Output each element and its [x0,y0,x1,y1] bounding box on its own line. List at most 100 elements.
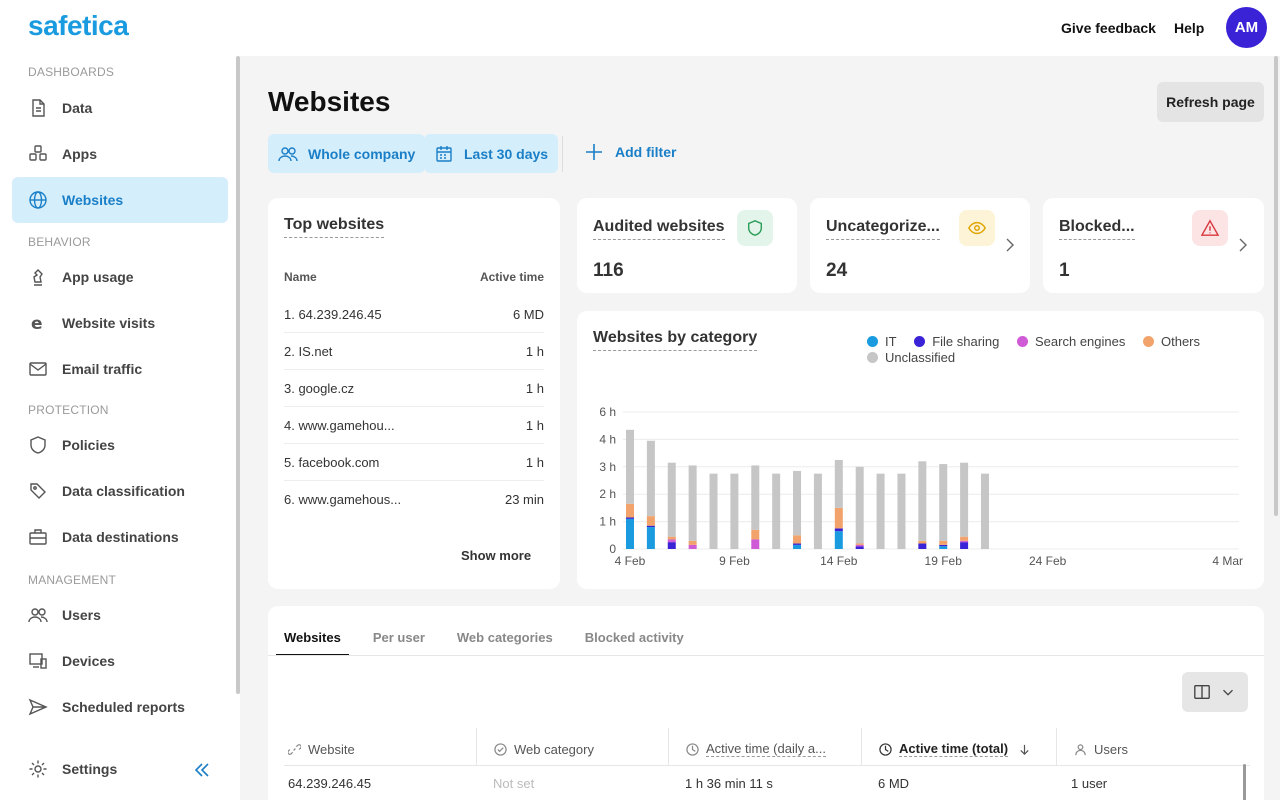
chart-title[interactable]: Websites by category [593,329,758,351]
bar-segment [939,546,948,549]
sidebar-item-app-usage[interactable]: App usage [12,254,228,300]
sidebar-item-label: Websites [62,192,124,208]
sidebar-item-scheduled-reports[interactable]: Scheduled reports [12,684,228,730]
tabs-divider [268,655,1264,656]
give-feedback-link[interactable]: Give feedback [1061,20,1156,36]
safetica-logo[interactable]: safetica [28,10,129,41]
uncategorized-card[interactable]: Uncategorize... 24 [810,198,1030,293]
stat-title: Uncategorize... [826,218,940,240]
tab-blocked-activity[interactable]: Blocked activity [584,630,684,645]
list-item[interactable]: 6. www.gamehous... 23 min [284,481,544,518]
help-link[interactable]: Help [1174,20,1205,36]
audited-websites-card[interactable]: Audited websites 116 [577,198,797,293]
sidebar-item-label: Data destinations [62,529,179,545]
stat-value: 116 [593,260,624,281]
sidebar-item-apps[interactable]: Apps [12,131,228,177]
chevron-right-icon[interactable] [1003,238,1017,252]
list-item[interactable]: 4. www.gamehou... 1 h [284,407,544,444]
bar-segment [960,540,969,543]
y-tick-label: 4 h [599,432,616,446]
sidebar-item-users[interactable]: Users [12,592,228,638]
briefcase-icon [29,529,47,545]
sidebar-item-label: Devices [62,653,115,669]
column-header-web-category[interactable]: Web category [494,739,594,759]
website-name: 1. 64.239.246.45 [284,306,382,322]
list-item[interactable]: 1. 64.239.246.45 6 MD [284,296,544,333]
sidebar-item-website-visits[interactable]: e Website visits [12,300,228,346]
column-header-active-time-total[interactable]: Active time (total) [879,739,1031,759]
column-header-label: Active time (total) [899,741,1009,757]
user-avatar[interactable]: AM [1226,7,1267,48]
collapse-sidebar-icon[interactable] [192,760,212,780]
cell-users: 1 user [1071,776,1108,791]
sidebar-item-label: Website visits [62,315,156,331]
sidebar-item-settings[interactable]: Settings [12,746,228,792]
envelope-icon [29,362,47,376]
top-websites-header: Name Active time [284,270,544,284]
column-header-active-time-daily[interactable]: Active time (daily a... [686,739,826,759]
eye-icon [968,221,986,235]
legend-item-file-sharing[interactable]: File sharing [914,333,999,349]
x-tick-label: 24 Feb [1029,554,1067,568]
cell-website: 64.239.246.45 [288,776,372,791]
sidebar-item-policies[interactable]: Policies [12,422,228,468]
legend-item-unclassified[interactable]: Unclassified [867,350,955,366]
stat-value: 24 [826,260,848,281]
legend-label: Others [1160,333,1200,349]
header-row-divider [284,765,1250,766]
legend-item-it[interactable]: IT [867,333,897,349]
date-range-filter[interactable]: Last 30 days [424,134,559,173]
bar-segment [667,539,676,543]
legend-dot [867,352,878,363]
bar-segment [855,546,864,549]
sidebar-item-label: App usage [62,269,134,285]
column-header-users[interactable]: Users [1074,739,1128,759]
sidebar-scrollbar[interactable] [236,56,240,694]
sidebar-item-websites[interactable]: Websites [12,177,228,223]
website-name: 2. IS.net [284,343,333,359]
column-header-website[interactable]: Website [288,739,355,759]
refresh-page-button[interactable]: Refresh page [1157,82,1264,122]
tab-web-categories[interactable]: Web categories [456,630,553,645]
sidebar-item-data-classification[interactable]: Data classification [12,468,228,514]
sidebar-item-data-destinations[interactable]: Data destinations [12,514,228,560]
table-tabs: Websites Per user Web categories Blocked… [276,626,708,656]
bar-segment [646,516,655,526]
x-tick-label: 19 Feb [925,554,963,568]
top-websites-title[interactable]: Top websites [284,216,385,238]
show-more-button[interactable]: Show more [461,548,532,563]
list-item[interactable]: 2. IS.net 1 h [284,333,544,370]
sidebar-item-email-traffic[interactable]: Email traffic [12,346,228,392]
add-filter-button[interactable]: Add filter [584,142,676,162]
website-time: 23 min [504,492,544,507]
bar-segment [667,462,676,537]
chess-icon [33,269,43,286]
legend-dot [1142,335,1154,347]
sort-descending-icon[interactable] [1018,743,1031,756]
bar-segment [751,465,760,530]
blocked-card[interactable]: Blocked... 1 [1043,198,1264,293]
bar-segment [793,470,802,536]
plus-icon [586,144,602,160]
stat-title: Blocked... [1059,218,1135,240]
legend-item-others[interactable]: Others [1142,333,1200,349]
bar-segment [855,543,864,545]
sidebar-item-data[interactable]: Data [12,85,228,131]
section-behavior: BEHAVIOR [28,235,91,249]
tab-per-user[interactable]: Per user [372,630,425,645]
table-scrollbar[interactable] [1243,764,1246,800]
list-item[interactable]: 3. google.cz 1 h [284,370,544,407]
main-scrollbar[interactable] [1274,56,1278,516]
sidebar-item-devices[interactable]: Devices [12,638,228,684]
chevron-right-icon[interactable] [1236,238,1250,252]
legend-item-search-engines[interactable]: Search engines [1017,333,1125,349]
website-name: 4. www.gamehou... [284,417,395,433]
bar-segment [939,464,948,541]
whole-company-filter[interactable]: Whole company [268,134,426,173]
columns-button[interactable] [1182,672,1248,712]
bar-segment [626,429,634,504]
x-tick-label: 14 Feb [820,554,858,568]
list-item[interactable]: 5. facebook.com 1 h [284,444,544,481]
tab-websites[interactable]: Websites [276,626,349,656]
send-icon [28,698,48,716]
